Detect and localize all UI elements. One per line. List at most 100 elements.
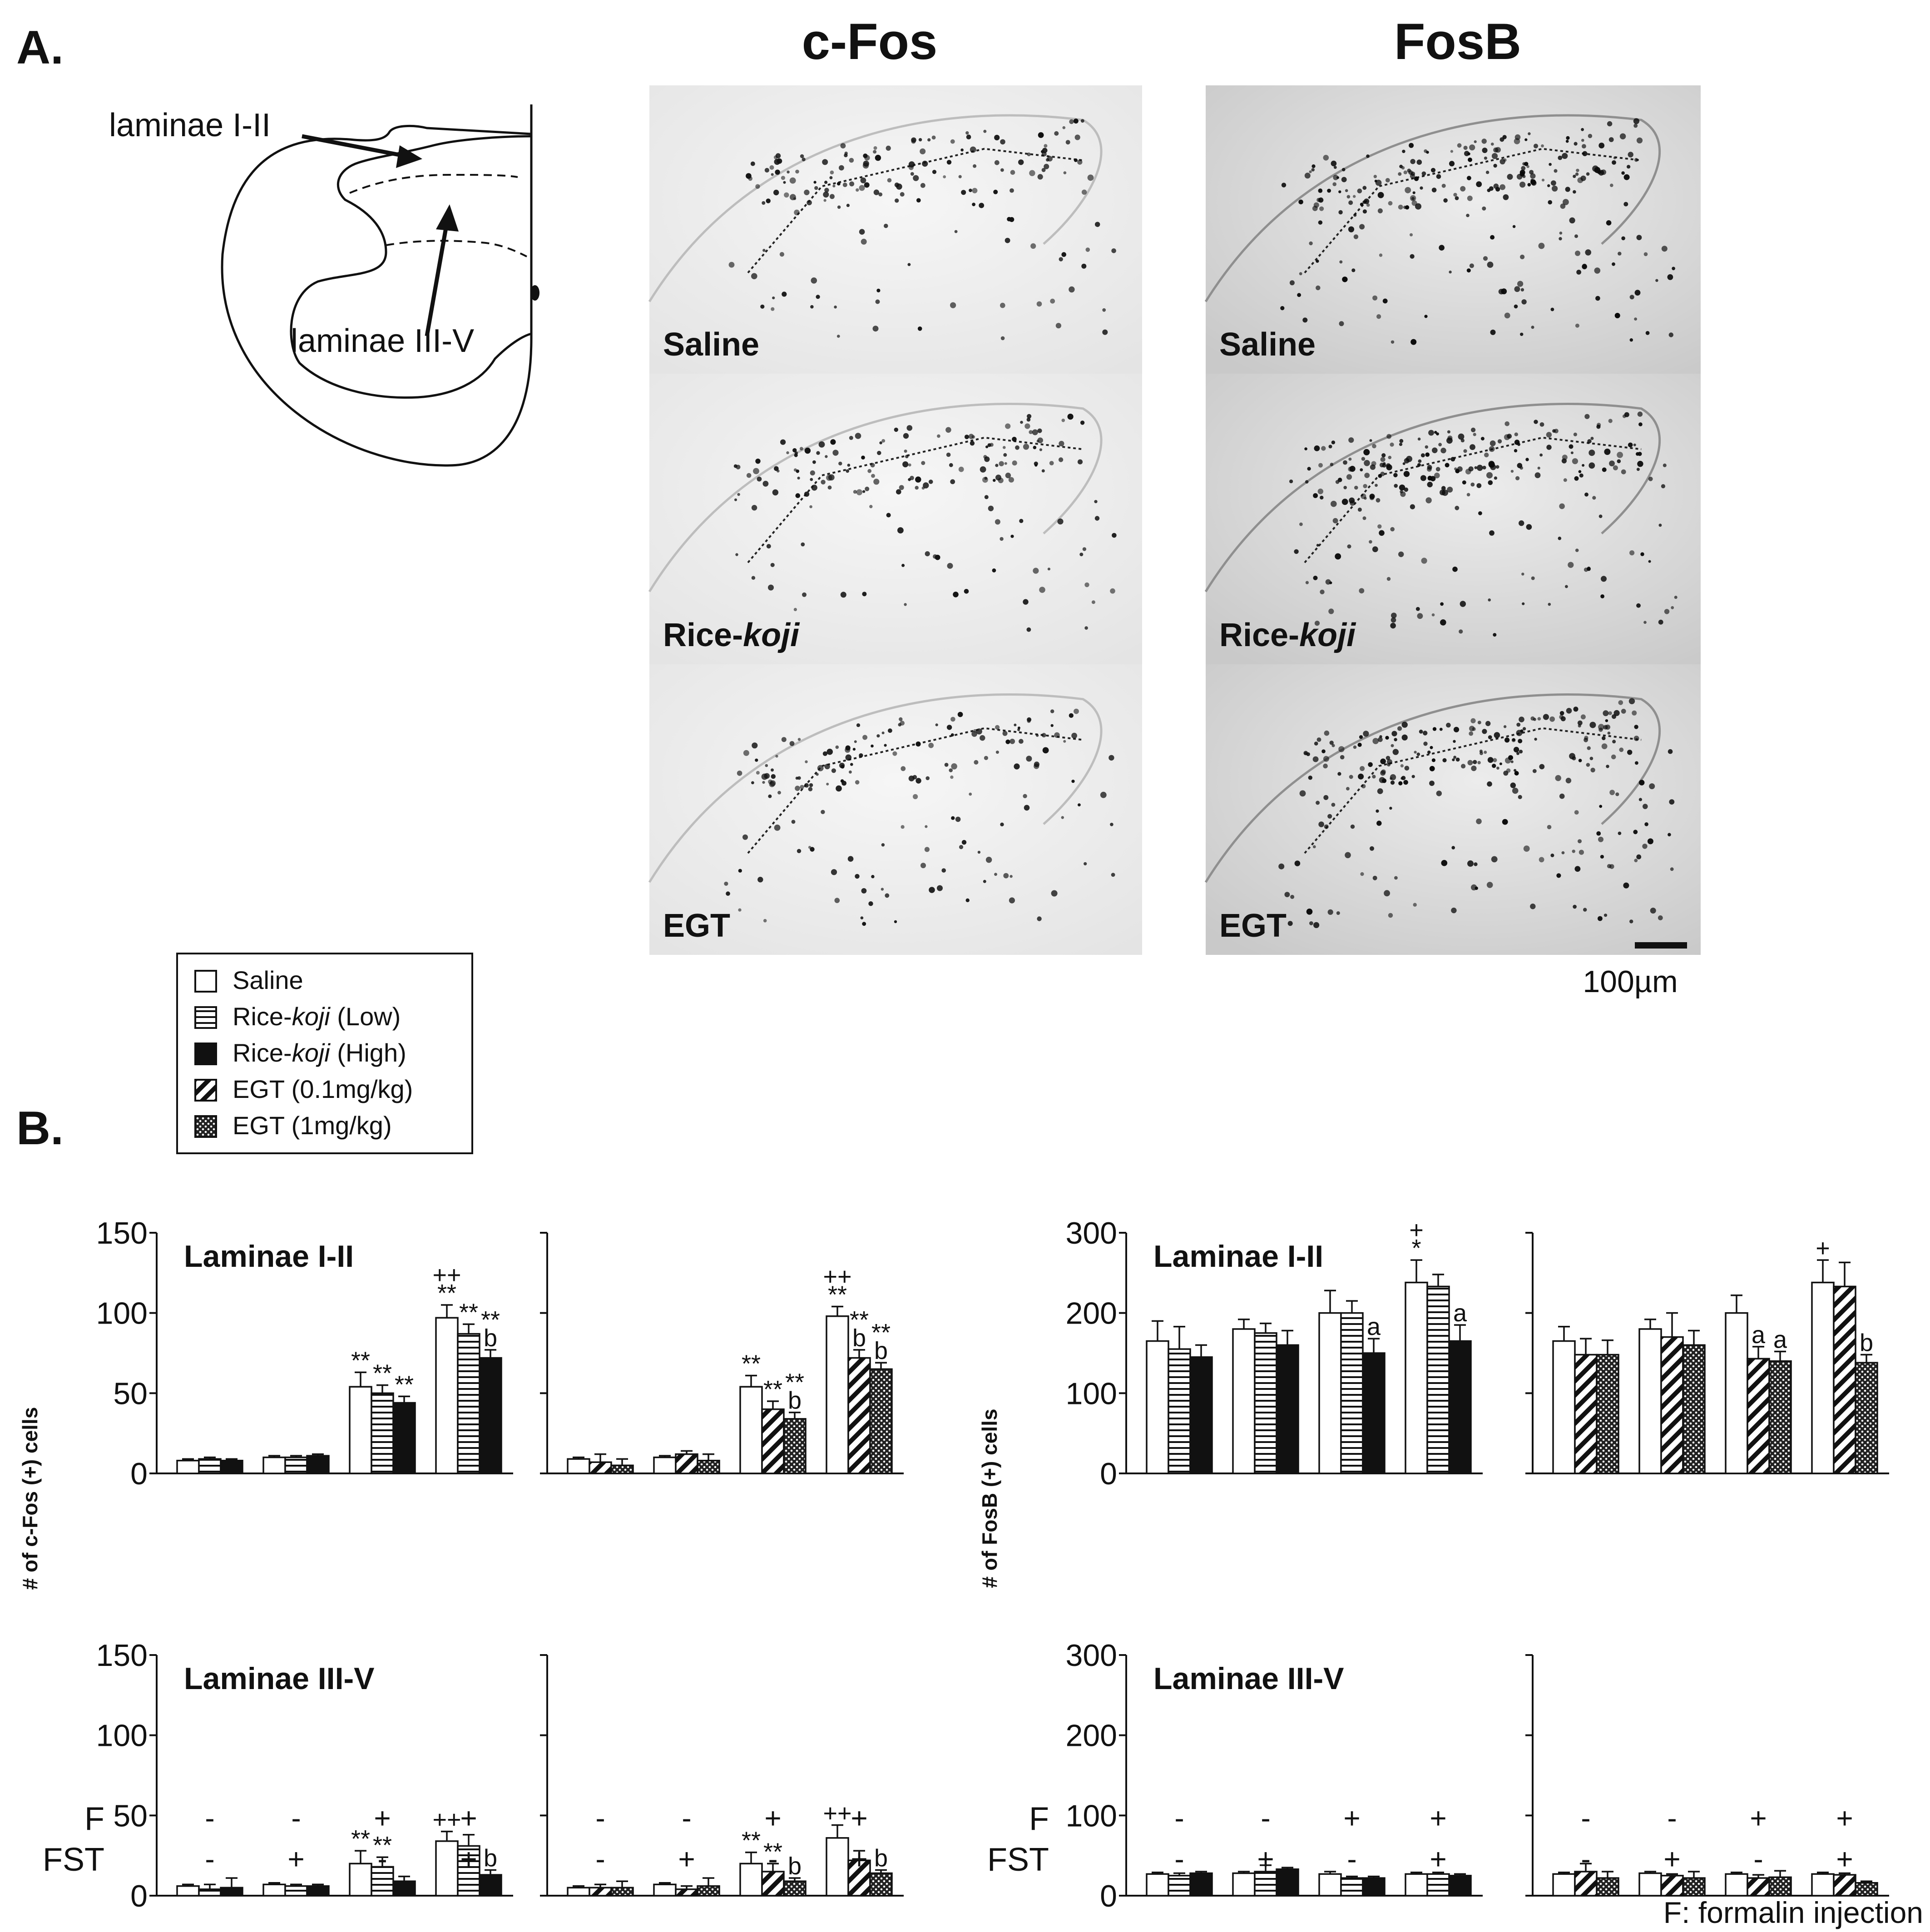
bar: [1168, 1875, 1191, 1897]
bar: [1189, 1356, 1213, 1474]
significance-mark: **: [850, 1306, 869, 1334]
significance-mark: *: [1411, 1235, 1421, 1262]
condition-f-value: -: [1581, 1802, 1590, 1834]
condition-f-value: -: [205, 1802, 214, 1834]
bar-chart-4: ** **b++b: [540, 1654, 904, 1897]
bar: [847, 1859, 871, 1897]
bar: [1362, 1877, 1386, 1897]
bar: [697, 1885, 720, 1897]
significance-mark: **: [742, 1350, 761, 1377]
condition-f-value: +: [460, 1802, 477, 1834]
bar: [1660, 1875, 1684, 1897]
condition-fst-value: -: [1581, 1843, 1590, 1875]
bar: [262, 1456, 286, 1474]
significance-mark: b: [484, 1324, 497, 1352]
bar: [1768, 1360, 1792, 1474]
bar: [675, 1453, 698, 1474]
bar: [198, 1458, 222, 1474]
bar: [435, 1840, 459, 1897]
bar: [826, 1837, 849, 1897]
y-tick-label: 150: [96, 1638, 148, 1673]
legend-item: EGT (0.1mg/kg): [194, 1075, 413, 1103]
bar: [653, 1883, 677, 1897]
significance-mark: **: [763, 1838, 782, 1865]
significance-mark: ++: [432, 1261, 461, 1289]
significance-mark: **: [481, 1306, 500, 1334]
bar: [371, 1392, 394, 1474]
bar: [826, 1315, 849, 1474]
chart-title: Laminae I-II: [1153, 1239, 1323, 1274]
micrograph-row-label: Saline: [1219, 326, 1316, 363]
condition-fst-value: +: [287, 1843, 304, 1875]
significance-mark: b: [1860, 1329, 1873, 1357]
micrograph-fosb-saline: Saline: [1204, 85, 1701, 374]
significance-mark: ++: [432, 1806, 461, 1833]
y-tick-label: 0: [1100, 1879, 1117, 1913]
bar: [1426, 1873, 1450, 1897]
bar: [435, 1317, 459, 1474]
legend-swatch: [194, 1006, 217, 1029]
micrograph-row-label: EGT: [663, 908, 730, 944]
condition-row-label: F: [1029, 1801, 1049, 1837]
y-tick-label: 150: [96, 1216, 148, 1250]
condition-f-value: +: [1750, 1802, 1767, 1834]
bar: [1682, 1344, 1706, 1474]
bar-chart-5: 0 100 200 300 Laminae I-II a *+ a: [1066, 1216, 1483, 1491]
bar: [1405, 1281, 1428, 1474]
significance-mark: **: [742, 1827, 761, 1854]
bar: [479, 1357, 502, 1474]
significance-mark: **: [459, 1299, 478, 1326]
significance-mark: **: [437, 1280, 456, 1307]
bar: [675, 1888, 698, 1897]
micrograph-fosb-egt: EGT: [1204, 664, 1701, 955]
bar: [1811, 1281, 1835, 1474]
bar: [1660, 1336, 1684, 1474]
scale-bar-label: 100µm: [1583, 964, 1678, 999]
bar: [176, 1885, 200, 1897]
bar: [262, 1883, 286, 1897]
bar: [589, 1887, 612, 1897]
bar: [783, 1880, 807, 1897]
chart-title: Laminae III-V: [1153, 1661, 1344, 1696]
significance-mark: a: [1773, 1326, 1787, 1353]
significance-mark: **: [785, 1369, 804, 1396]
schematic-label-laminae-i-ii: laminae I-II: [109, 107, 271, 143]
bar: [198, 1888, 222, 1897]
y-axis-title-fosb: # of FosB (+) cells: [978, 1409, 1001, 1588]
significance-mark: **: [373, 1832, 392, 1859]
condition-f-value: -: [1261, 1802, 1270, 1834]
significance-mark: **: [871, 1319, 891, 1346]
bar: [653, 1456, 677, 1474]
y-tick-label: 300: [1066, 1638, 1117, 1673]
condition-fst-value: +: [1430, 1843, 1446, 1875]
bar: [1552, 1873, 1576, 1897]
bar: [392, 1402, 416, 1474]
bar: [1276, 1344, 1299, 1474]
bar: [1596, 1354, 1619, 1474]
micrograph-row-label: EGT: [1219, 908, 1287, 944]
micrograph-row-label: Rice-koji: [663, 617, 800, 653]
condition-fst-value: +: [460, 1843, 477, 1875]
bar: [1747, 1877, 1770, 1897]
bar: [1596, 1877, 1619, 1897]
bar: [1574, 1354, 1598, 1474]
condition-fst-value: -: [1753, 1843, 1763, 1875]
micrograph-fosb-rice-koji: Rice-koji: [1204, 374, 1701, 664]
y-tick-label: 100: [1066, 1376, 1117, 1411]
central-canal: [530, 285, 539, 301]
condition-fst-value: +: [1663, 1843, 1680, 1875]
condition-f-value: +: [851, 1802, 867, 1834]
arrowhead-laminae-iii-v: [436, 204, 459, 232]
condition-fst-value: +: [1257, 1843, 1274, 1875]
legend-swatch: [194, 970, 217, 993]
condition-row-label: FST: [987, 1842, 1049, 1878]
column-title-cfos: c-Fos: [802, 13, 938, 70]
y-tick-label: 100: [96, 1296, 148, 1331]
micrograph-cfos-saline: Saline: [648, 85, 1142, 374]
bar: [783, 1418, 807, 1474]
bar: [567, 1887, 590, 1897]
bar: [371, 1866, 394, 1897]
significance-mark: b: [874, 1337, 888, 1364]
bar: [1574, 1871, 1598, 1897]
